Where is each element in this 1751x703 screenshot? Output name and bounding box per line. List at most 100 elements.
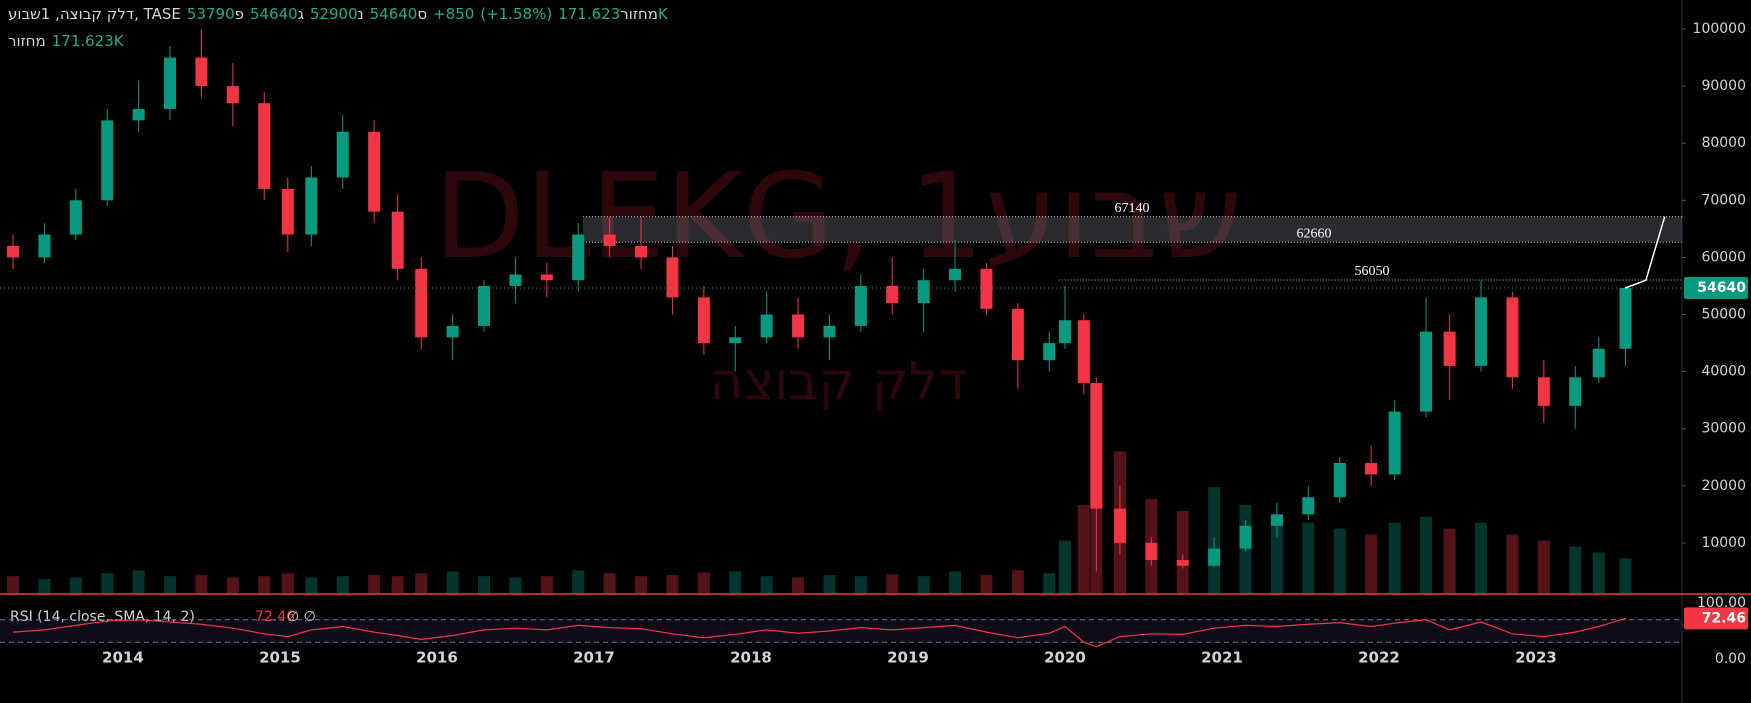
x-tick-label: 2018: [730, 649, 772, 667]
candle-body: [1420, 331, 1433, 412]
header-volume: מחזור 171.623K: [8, 32, 124, 50]
volume-bar: [391, 576, 404, 594]
x-tick-label: 2022: [1358, 649, 1400, 667]
volume-bar: [1443, 528, 1456, 594]
candle-body: [949, 268, 962, 281]
candle-body: [1176, 560, 1189, 566]
volume-bar: [917, 576, 930, 594]
y-tick-label: 60000: [1701, 249, 1746, 265]
y-tick-label: 80000: [1701, 135, 1746, 151]
volume-bar: [368, 575, 381, 594]
candle-body: [391, 211, 404, 269]
volume-bar: [446, 571, 459, 594]
value: 52900: [309, 5, 358, 23]
volume-bar: [1058, 540, 1071, 594]
volume-bar: [1270, 516, 1283, 594]
candle-body: [195, 57, 208, 87]
ohlc: ס54640: [370, 5, 427, 23]
candle-body: [603, 234, 616, 246]
candle-body: [792, 314, 805, 338]
volume-bar: [38, 579, 51, 594]
label: ג: [297, 5, 304, 23]
volume-bar: [540, 576, 553, 594]
change: +850: [433, 5, 475, 23]
projection-line: [1625, 216, 1666, 289]
volume-bar: [226, 577, 239, 594]
volume-bar: [1420, 516, 1433, 594]
volume-bar: [1043, 573, 1056, 594]
ohlc: נ52900: [310, 5, 364, 23]
candle-body: [258, 103, 271, 189]
volume-bar: [7, 576, 20, 594]
label: פ: [234, 5, 244, 23]
candle-body: [1208, 548, 1221, 566]
x-tick-label: 2017: [573, 649, 615, 667]
last-price-label: 54640: [1697, 280, 1746, 296]
volume-bar: [478, 576, 491, 594]
value: 171.623K: [558, 5, 668, 23]
volume-bar: [760, 576, 773, 594]
candle-body: [980, 268, 993, 309]
rsi-tick-label: 0.00: [1715, 651, 1746, 667]
volume-bar: [69, 577, 82, 594]
value: 54640: [249, 5, 298, 23]
rsi-tick-label: 100.00: [1697, 595, 1746, 611]
candle-body: [572, 234, 585, 281]
candle-body: [854, 285, 867, 326]
y-tick-label: 70000: [1701, 192, 1746, 208]
candle-body: [1145, 542, 1158, 561]
volume-bar: [1592, 552, 1605, 594]
level-label: 67140: [1115, 201, 1150, 216]
volume-bar: [258, 576, 271, 594]
candle-body: [1302, 497, 1315, 515]
candle-body: [478, 285, 491, 326]
candle-body: [1365, 462, 1378, 475]
rsi-value: 72.46: [255, 609, 295, 625]
volume-bar: [635, 576, 648, 594]
volume-bar: [195, 575, 208, 594]
label: מחזור: [8, 32, 46, 50]
volume-bar: [1011, 570, 1024, 594]
volume-bar: [854, 576, 867, 594]
x-tick-label: 2020: [1044, 649, 1086, 667]
volume-bar: [729, 571, 742, 594]
last-price-box: [1684, 277, 1748, 300]
symbol: דלק קבוצה, 1שבוע, TASE: [8, 5, 181, 23]
volume-bar: [1388, 522, 1401, 594]
value: 53790: [186, 5, 235, 23]
volume-bar: [1537, 540, 1550, 594]
rsi-line: [12, 617, 1626, 648]
label: נ: [357, 5, 364, 23]
candle-body: [540, 274, 553, 281]
x-tick-label: 2021: [1201, 649, 1243, 667]
ohlc: פ53790: [187, 5, 244, 23]
level-band: [582, 216, 1682, 243]
volume-bar: [603, 573, 616, 594]
volume-bar: [1333, 528, 1346, 594]
change-pct: (+1.58%): [480, 5, 553, 23]
x-tick-label: 2014: [102, 649, 144, 667]
candle-body: [226, 86, 239, 104]
candle-body: [823, 325, 836, 338]
x-tick-label: 2023: [1515, 649, 1557, 667]
volume-bar: [1077, 504, 1090, 594]
y-tick-label: 50000: [1701, 307, 1746, 323]
y-tick-label: 100000: [1693, 21, 1746, 37]
candle-body: [7, 245, 20, 258]
volume-bar: [281, 573, 294, 594]
volume-bar: [164, 576, 177, 594]
volume-bar: [1365, 534, 1378, 594]
candle-body: [1333, 462, 1346, 498]
candle-body: [1043, 343, 1056, 361]
candle-body: [886, 285, 899, 304]
volume-bar: [823, 575, 836, 594]
volume-bar: [792, 577, 805, 594]
candle-body: [69, 200, 82, 235]
volume-bar: [415, 573, 428, 594]
y-tick-label: 30000: [1701, 421, 1746, 437]
candle-body: [917, 280, 930, 304]
candle-body: [336, 131, 349, 178]
level-label: 56050: [1355, 264, 1390, 279]
candle-body: [1388, 411, 1401, 475]
